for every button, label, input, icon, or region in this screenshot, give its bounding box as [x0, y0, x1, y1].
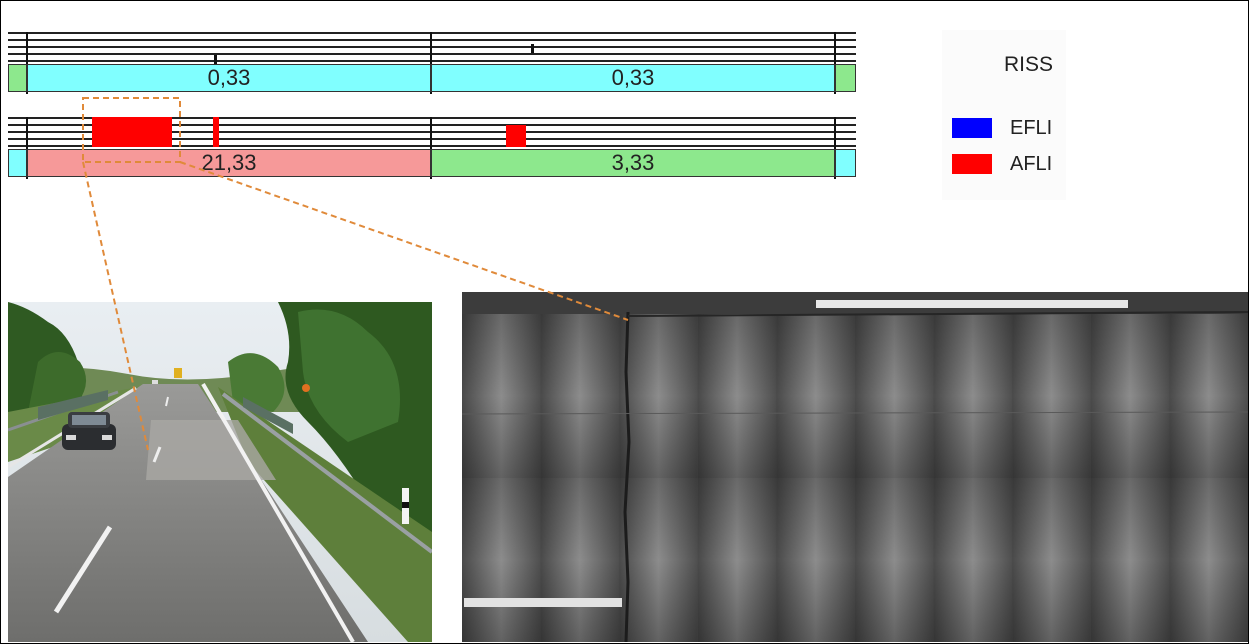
scan-tile-shade — [540, 478, 620, 642]
afli-damage-mark — [213, 117, 219, 147]
bottom-segment-2-value: 3,33 — [611, 150, 655, 175]
car — [62, 412, 116, 450]
scan-tile-shade — [1012, 478, 1091, 642]
pavement-scan — [462, 292, 1248, 642]
top-segment-edge-right — [835, 64, 856, 92]
lane-marking — [464, 598, 622, 607]
scan-tile-shade — [1169, 478, 1248, 642]
scan-tile-shade — [1090, 478, 1170, 642]
bottom-segment-1: 21,33 — [27, 149, 431, 177]
legend-item-efli: EFLI — [952, 116, 1052, 140]
scan-tile-shade — [697, 314, 777, 478]
crack — [623, 311, 631, 642]
afli-damage-mark — [92, 117, 172, 147]
top-segment-1-value: 0,33 — [207, 65, 251, 90]
scan-tile-shade — [619, 314, 698, 478]
top-segment-1: 0,33 — [27, 64, 431, 92]
legend-label-afli: AFLI — [1010, 152, 1053, 175]
bottom-segment-2: 3,33 — [431, 149, 835, 177]
legend-label-efli: EFLI — [1010, 116, 1053, 139]
scan-tile-shade — [619, 478, 698, 642]
top-tick-marker — [214, 55, 217, 64]
bottom-condition-strip: 21,33 3,33 — [8, 115, 856, 179]
legend-swatch-afli — [952, 154, 992, 174]
top-segment-2: 0,33 — [431, 64, 835, 92]
top-tick-marker — [531, 44, 534, 53]
top-segment-2-value: 0,33 — [611, 65, 655, 90]
top-condition-strip: 0,33 0,33 — [8, 30, 856, 94]
bottom-segment-1-value: 21,33 — [201, 150, 257, 175]
scan-tile-shade — [462, 478, 541, 642]
scan-tile-shade — [1169, 314, 1248, 478]
bottom-segment-edge-left — [8, 149, 27, 177]
scan-tile-shade — [697, 478, 777, 642]
scan-tile-shade — [1012, 314, 1091, 478]
legend-swatch-efli — [952, 118, 992, 138]
scan-tile-shade — [855, 314, 934, 478]
scan-tile-shade — [933, 314, 1013, 478]
afli-damage-mark — [506, 125, 526, 147]
legend: RISS EFLI AFLI — [942, 30, 1066, 200]
scan-tile-shade — [540, 314, 620, 478]
legend-item-afli: AFLI — [952, 152, 1052, 176]
crack — [627, 311, 1248, 317]
scan-tile-shade — [933, 478, 1013, 642]
top-segment-edge-left — [8, 64, 27, 92]
scan-tile-shade — [462, 314, 541, 478]
scan-tile-shade — [776, 478, 855, 642]
scan-tile-shade — [776, 314, 855, 478]
bottom-segment-edge-right — [835, 149, 856, 177]
road-photo — [8, 302, 432, 642]
scan-tile-shade — [1090, 314, 1170, 478]
scan-tile-shade — [855, 478, 934, 642]
legend-title: RISS — [1004, 53, 1054, 76]
lane-marking — [816, 300, 1128, 308]
